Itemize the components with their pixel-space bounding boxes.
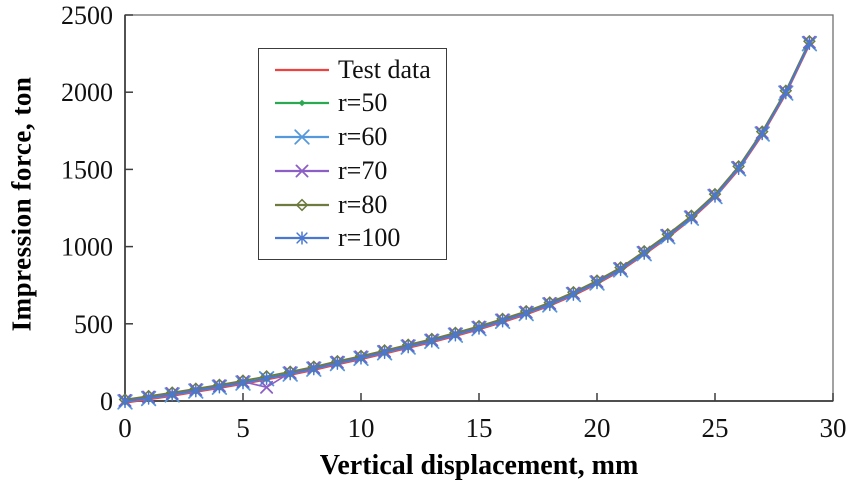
series-r-50: [121, 39, 813, 405]
y-tick-label: 2000: [61, 78, 113, 107]
legend-item: r=80: [273, 189, 446, 219]
x-axis-title: Vertical displacement, mm: [319, 450, 639, 481]
legend-item-label: r=60: [338, 122, 388, 152]
series-line: [124, 42, 811, 403]
x-tick-label: 30: [820, 413, 847, 443]
legend-item-label: r=50: [338, 88, 388, 118]
series-r-80: [118, 34, 816, 406]
legend-marker-diamond-filled: [275, 100, 329, 107]
series-r-70: [118, 35, 816, 407]
y-tick-label: 2500: [61, 1, 113, 30]
legend-item-label: r=70: [338, 155, 388, 185]
series-line: [124, 40, 811, 401]
legend-item: r=50: [273, 90, 446, 116]
legend-marker-line: [275, 68, 329, 71]
series-line: [124, 44, 811, 404]
x-tick-label: 15: [466, 413, 493, 443]
series-line: [124, 42, 811, 402]
legend-item-label: Test data: [338, 54, 431, 84]
legend: Test data r=50 r=60 r=70 r=80 r=100: [258, 48, 447, 260]
legend-marker-x: [275, 129, 329, 145]
series-r-60: [117, 35, 818, 410]
legend-item-label: r=80: [338, 189, 388, 219]
legend-marker-diamond-open: [275, 198, 329, 211]
x-tick-label: 25: [702, 413, 729, 443]
legend-item: Test data: [273, 54, 446, 84]
x-tick-label: 20: [584, 413, 611, 443]
series-line: [124, 41, 811, 402]
series-test-data: [124, 44, 811, 404]
plot-border: [124, 14, 834, 402]
legend-item-label: r=100: [338, 223, 401, 253]
y-tick-label: 1500: [61, 155, 113, 184]
series-line: [124, 43, 811, 403]
y-axis-title: Impression force, ton: [6, 76, 37, 332]
y-tick-label: 500: [74, 310, 113, 339]
y-tick-label: 0: [100, 387, 113, 416]
legend-marker-asterisk: [275, 231, 329, 245]
legend-item: r=100: [273, 225, 446, 251]
legend-item: r=60: [273, 124, 446, 150]
legend-marker-x: [275, 164, 329, 178]
legend-item: r=70: [273, 155, 446, 185]
y-tick-label: 1000: [61, 233, 113, 262]
x-tick-label: 5: [236, 413, 250, 443]
series-r-100: [119, 36, 816, 409]
x-tick-label: 0: [118, 413, 132, 443]
x-tick-label: 10: [348, 413, 375, 443]
